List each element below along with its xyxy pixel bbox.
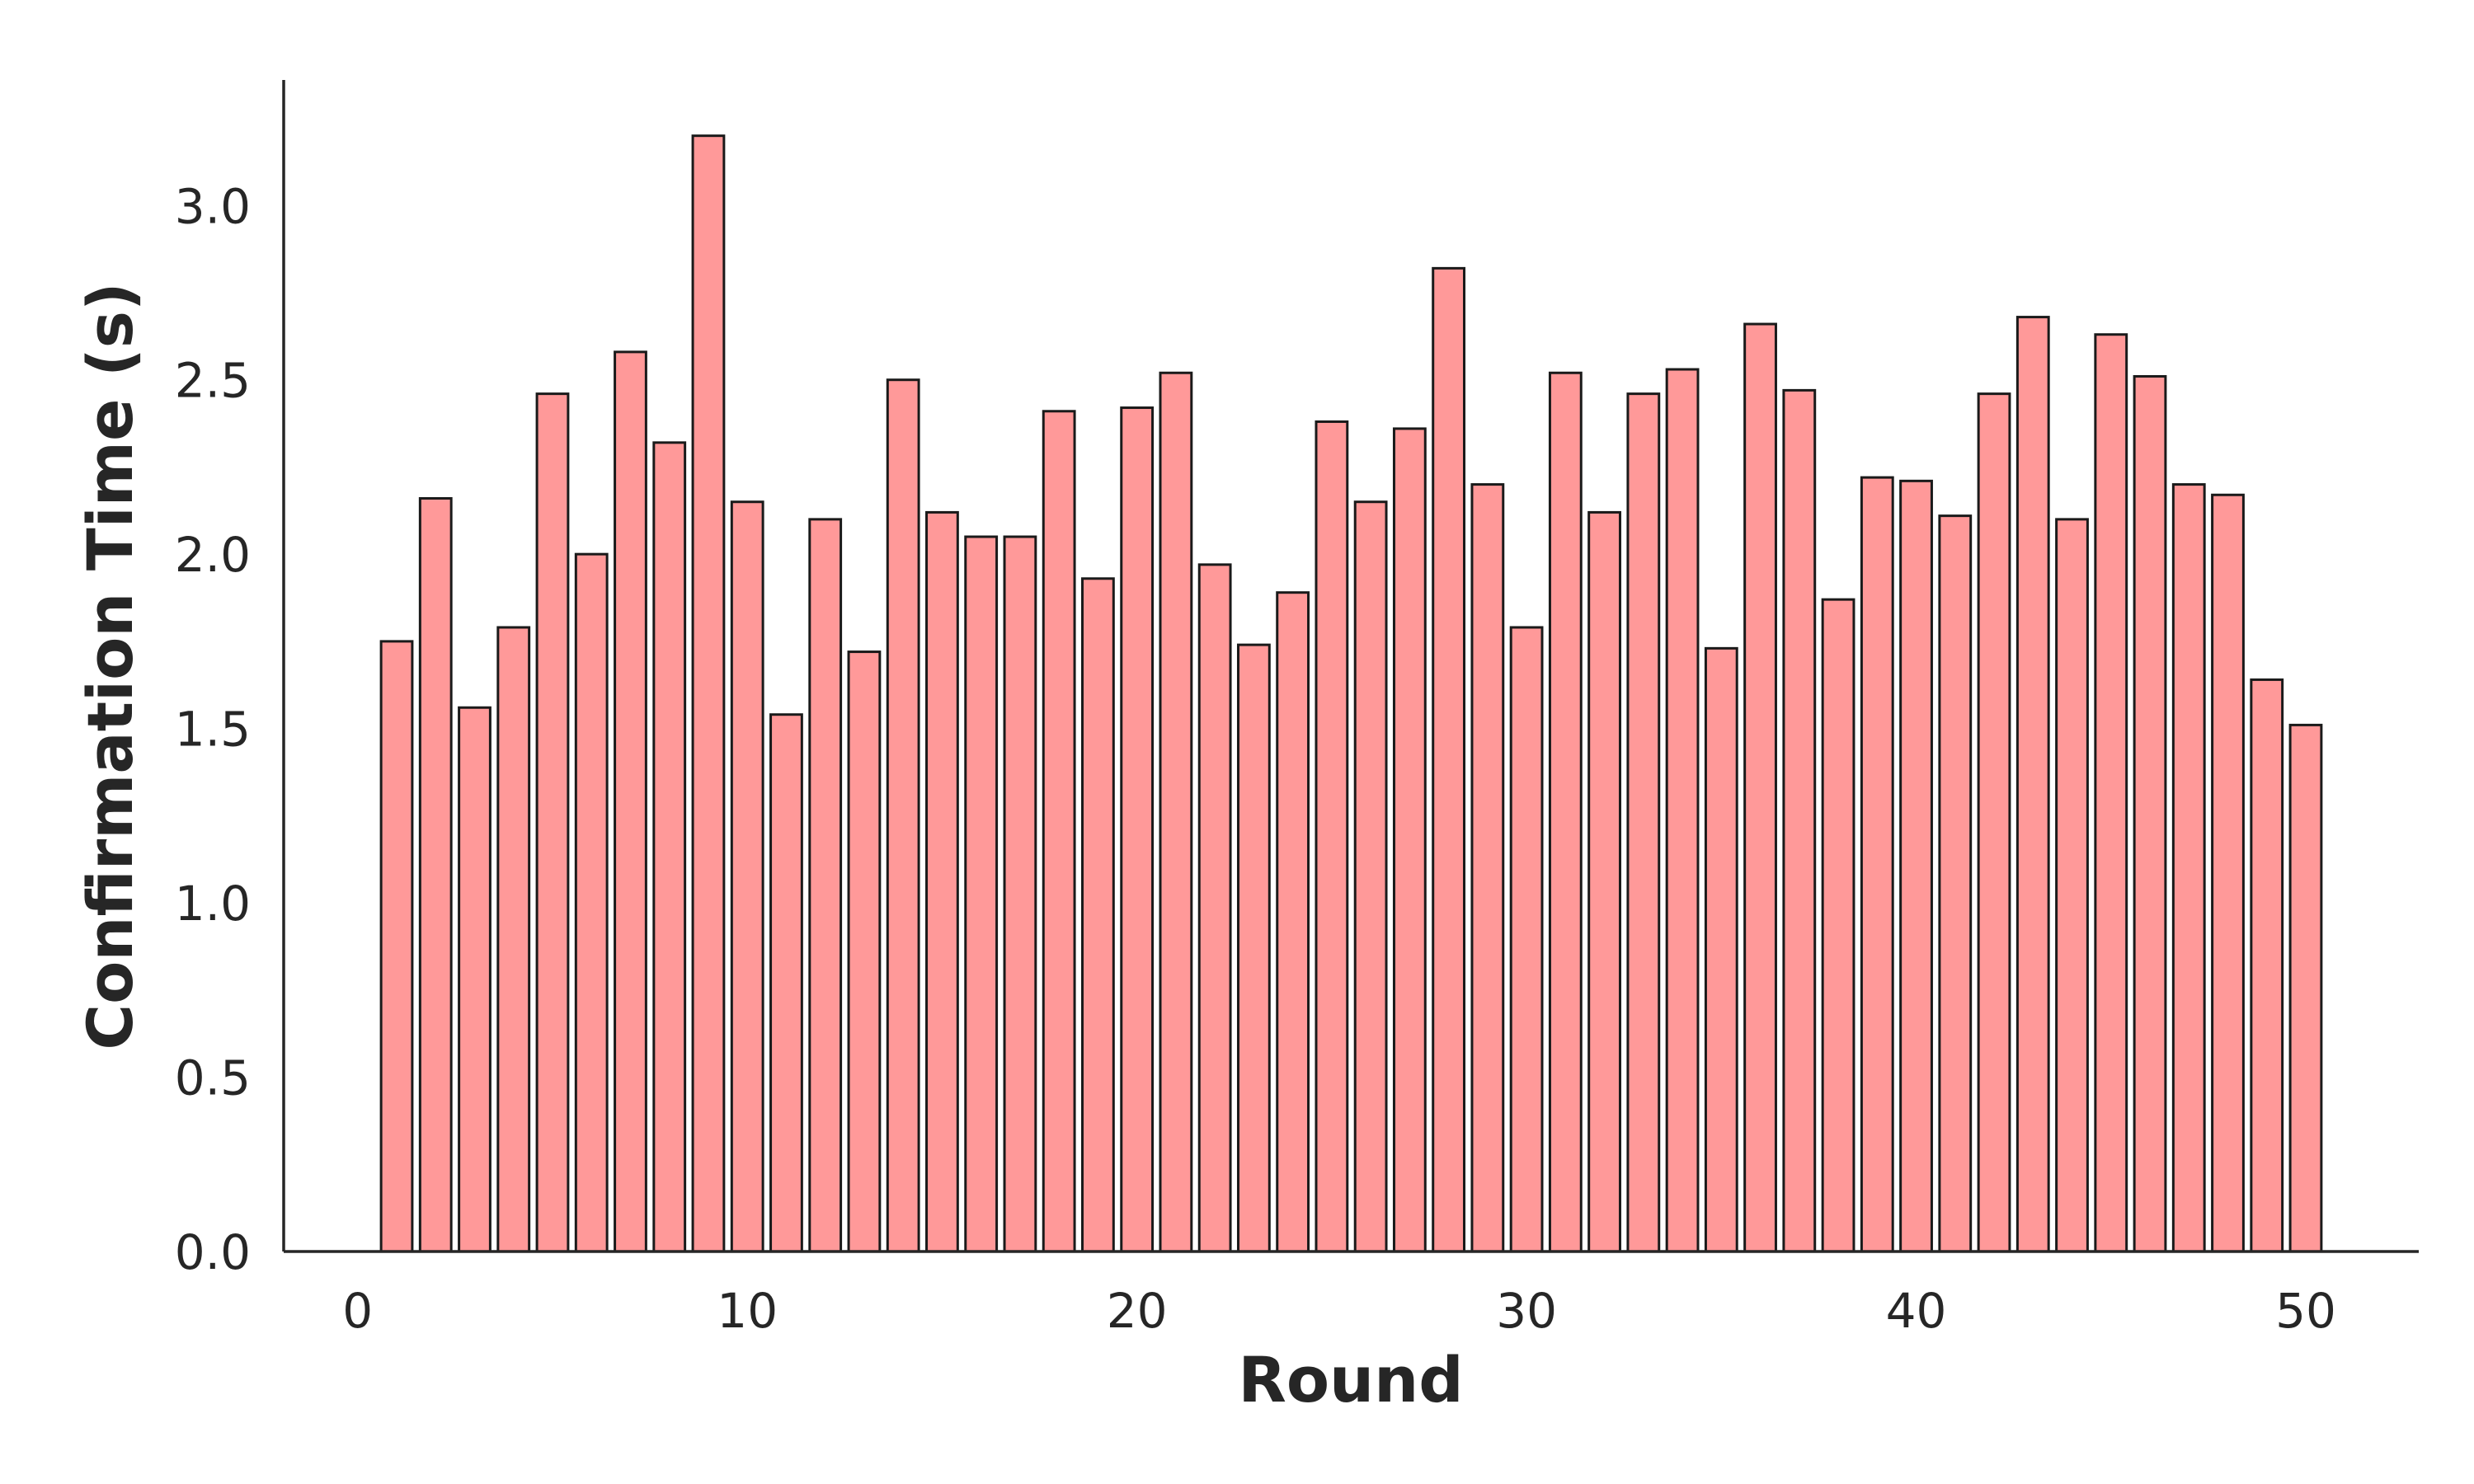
bar [2288,723,2323,1253]
bar [769,713,803,1253]
bar [1860,476,1894,1253]
bar [1821,598,1856,1253]
y-tick-label: 0.0 [175,1224,251,1280]
y-tick-label: 2.0 [175,527,251,583]
x-tick-label: 30 [1496,1283,1557,1339]
bar [1081,577,1115,1253]
bar [1276,591,1310,1253]
y-tick-label: 0.5 [175,1050,251,1106]
bar [1315,420,1349,1253]
bar [1159,371,1193,1253]
bar [730,500,764,1253]
x-axis-label: Round [1238,1343,1463,1416]
bar [1509,626,1544,1253]
x-tick-label: 40 [1886,1283,1947,1339]
x-tick-label: 10 [717,1283,778,1339]
bar [925,510,959,1253]
y-tick-label: 1.0 [175,876,251,932]
bar [1120,406,1155,1253]
bar [1197,563,1232,1253]
y-tick-label: 1.5 [175,702,251,758]
bar [1042,410,1076,1253]
bar [1236,643,1271,1253]
bar [1470,483,1505,1253]
bar [2211,493,2245,1253]
bar [2015,316,2050,1253]
bar [2250,678,2284,1253]
x-tick-label: 50 [2275,1283,2336,1339]
bar [1392,427,1427,1253]
bar [1353,500,1388,1253]
bar [379,640,414,1253]
x-tick-label: 0 [342,1283,373,1339]
bar [1938,514,1973,1253]
y-tick-label: 3.0 [175,178,251,234]
bar [2055,518,2089,1253]
bar [2094,333,2128,1253]
bar [1977,392,2011,1253]
bar [652,441,687,1253]
bar [2171,483,2206,1253]
bar [847,650,882,1253]
bar [1704,646,1738,1253]
bar [886,378,920,1253]
bar [964,535,999,1253]
bar [614,350,647,1253]
y-tick-label: 2.5 [175,353,251,409]
bar [458,706,492,1253]
bar [1587,510,1621,1253]
bar [691,134,726,1253]
x-tick-label: 20 [1107,1283,1168,1339]
bar [496,626,531,1253]
bar [1743,322,1777,1253]
bar [1626,392,1661,1253]
bar [574,552,609,1253]
bar [1003,535,1037,1253]
bar [1782,388,1817,1253]
y-axis-label: Confirmation Time (s) [73,282,147,1050]
bar [1899,479,1933,1253]
bar [1432,266,1466,1253]
bar [1548,371,1583,1253]
bar [418,497,453,1253]
bar [1665,368,1700,1253]
bar [2133,374,2167,1253]
bar [808,518,843,1253]
bar [535,392,570,1253]
